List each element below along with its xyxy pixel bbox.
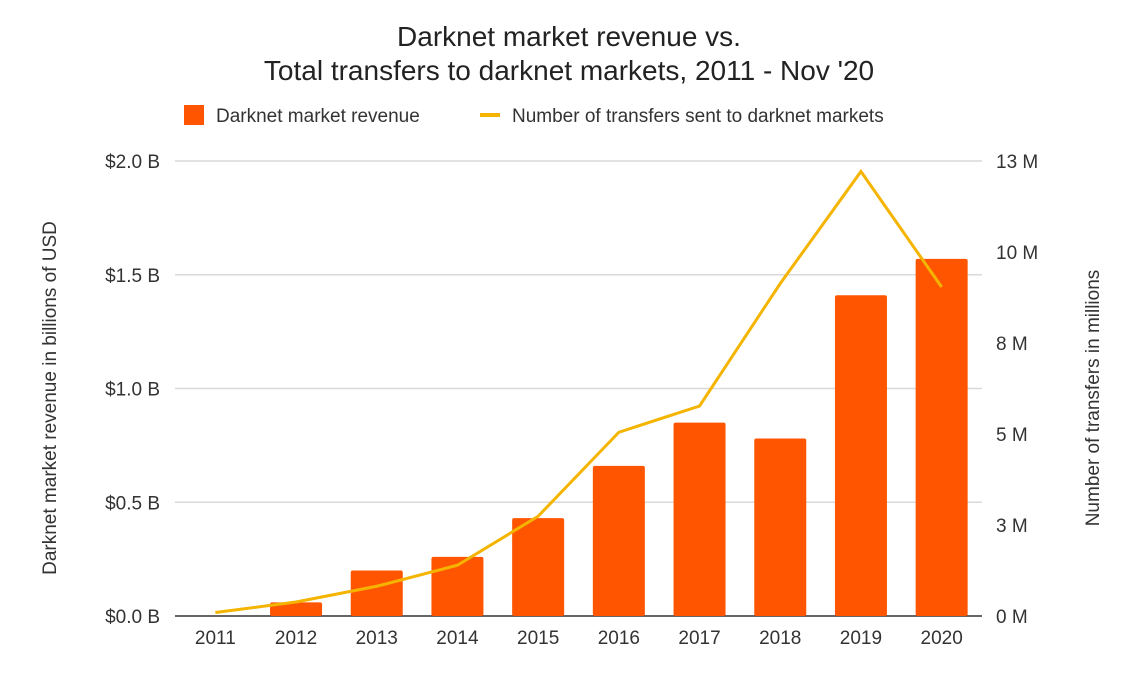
bar-2016 [593, 466, 645, 616]
right-tick-label: 13 M [996, 152, 1038, 173]
x-tick-label: 2011 [195, 628, 236, 649]
chart-title-line-2: Total transfers to darknet markets, 2011… [264, 55, 874, 86]
left-tick-label: $0.5 B [105, 493, 160, 514]
right-tick-label: 0 M [996, 607, 1028, 628]
left-tick-label: $1.0 B [105, 380, 160, 401]
x-tick-label: 2012 [275, 628, 317, 649]
bar-2015 [512, 518, 564, 616]
x-tick-label: 2014 [436, 628, 479, 649]
bar-2017 [674, 423, 726, 616]
bar-2013 [351, 571, 403, 617]
x-tick-label: 2015 [517, 628, 559, 649]
chart-title-line-1: Darknet market revenue vs. [397, 21, 741, 52]
right-tick-label: 8 M [996, 334, 1028, 355]
bar-2019 [835, 295, 887, 616]
legend-label-revenue: Darknet market revenue [216, 106, 420, 127]
x-tick-label: 2020 [921, 628, 963, 649]
right-tick-label: 3 M [996, 516, 1028, 537]
left-tick-label: $2.0 B [105, 152, 160, 173]
x-tick-label: 2018 [759, 628, 801, 649]
legend-swatch-bar [184, 105, 204, 125]
right-tick-label: 5 M [996, 425, 1028, 446]
bars [270, 259, 968, 616]
x-tick-label: 2019 [840, 628, 882, 649]
bar-2018 [754, 439, 806, 616]
line-series [215, 171, 942, 612]
right-axis-label: Number of transfers in millions [1083, 270, 1104, 527]
x-tick-label: 2013 [356, 628, 398, 649]
transfers-line [215, 172, 941, 613]
bar-2020 [916, 259, 968, 616]
legend: Darknet market revenue Number of transfe… [184, 105, 884, 127]
legend-label-transfers: Number of transfers sent to darknet mark… [512, 106, 884, 127]
right-tick-label: 10 M [996, 243, 1038, 264]
left-tick-label: $0.0 B [105, 607, 160, 628]
left-axis-label: Darknet market revenue in billions of US… [40, 221, 61, 575]
x-tick-label: 2017 [678, 628, 720, 649]
left-tick-label: $1.5 B [105, 266, 160, 287]
legend-swatch-line [480, 113, 500, 117]
x-tick-label: 2016 [598, 628, 640, 649]
